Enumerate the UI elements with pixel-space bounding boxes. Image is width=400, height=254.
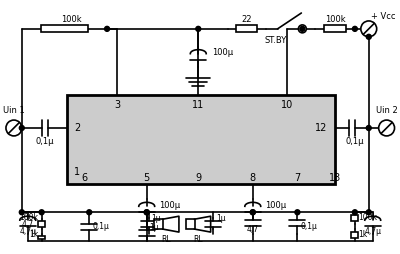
Circle shape — [250, 210, 255, 215]
Text: 1µ: 1µ — [150, 223, 159, 232]
Bar — [352, 232, 358, 238]
Text: 1µ: 1µ — [152, 214, 161, 223]
Text: 4,7: 4,7 — [247, 225, 259, 234]
Text: 1: 1 — [74, 167, 80, 177]
Circle shape — [379, 120, 394, 136]
Text: 100µ: 100µ — [265, 201, 286, 210]
Circle shape — [196, 26, 201, 31]
Circle shape — [300, 26, 305, 31]
Text: 100k: 100k — [61, 15, 82, 24]
Bar — [324, 25, 346, 32]
Circle shape — [295, 210, 300, 215]
Text: 100µ: 100µ — [212, 48, 233, 57]
Circle shape — [6, 120, 22, 136]
Text: 1k: 1k — [30, 230, 39, 239]
Text: 4,7µ: 4,7µ — [364, 227, 381, 236]
Text: 100k: 100k — [358, 213, 377, 222]
Text: 0,1µ: 0,1µ — [300, 222, 317, 231]
Circle shape — [250, 210, 255, 215]
Text: RL: RL — [162, 234, 171, 244]
Text: Uin 1: Uin 1 — [3, 106, 25, 115]
Text: 7: 7 — [294, 172, 300, 183]
Text: 12: 12 — [315, 123, 327, 133]
Text: 4,7µ: 4,7µ — [19, 227, 36, 236]
Text: 4,7: 4,7 — [22, 220, 34, 229]
Circle shape — [366, 125, 371, 131]
Text: 3: 3 — [114, 100, 120, 110]
Text: 2: 2 — [74, 123, 80, 133]
Circle shape — [144, 210, 149, 215]
Circle shape — [87, 210, 92, 215]
Text: 9: 9 — [195, 172, 201, 183]
Circle shape — [39, 210, 44, 215]
Bar — [68, 95, 335, 184]
Bar — [41, 25, 88, 32]
Circle shape — [352, 26, 357, 31]
Circle shape — [366, 210, 371, 215]
Text: 100k: 100k — [325, 15, 345, 24]
Text: 22: 22 — [242, 15, 252, 24]
Bar — [38, 236, 45, 240]
Text: 1µ: 1µ — [216, 214, 226, 223]
Text: RL: RL — [194, 234, 203, 244]
Text: 13: 13 — [329, 172, 341, 183]
Circle shape — [104, 26, 110, 31]
Bar — [38, 221, 45, 227]
Circle shape — [19, 210, 24, 215]
Text: 11: 11 — [192, 100, 204, 110]
Text: 8: 8 — [250, 172, 256, 183]
Bar — [186, 219, 194, 229]
Bar — [236, 25, 257, 32]
Circle shape — [366, 34, 371, 39]
Text: 0,1µ: 0,1µ — [346, 137, 364, 146]
Text: 100µ: 100µ — [159, 201, 180, 210]
Circle shape — [361, 21, 377, 37]
Text: 5: 5 — [144, 172, 150, 183]
Circle shape — [352, 210, 357, 215]
Text: ST.BY: ST.BY — [264, 36, 287, 45]
Circle shape — [298, 25, 306, 33]
Text: 0,1µ: 0,1µ — [92, 222, 109, 231]
Text: 100k: 100k — [20, 213, 39, 222]
Bar — [352, 215, 358, 221]
Circle shape — [144, 210, 149, 215]
Circle shape — [19, 125, 24, 131]
Text: 1k: 1k — [358, 230, 367, 239]
Text: 0,1µ: 0,1µ — [35, 137, 54, 146]
Bar — [154, 219, 163, 229]
Text: 6: 6 — [81, 172, 88, 183]
Text: + Vcc: + Vcc — [371, 12, 395, 22]
Text: 10: 10 — [281, 100, 294, 110]
Text: Uin 2: Uin 2 — [376, 106, 398, 115]
